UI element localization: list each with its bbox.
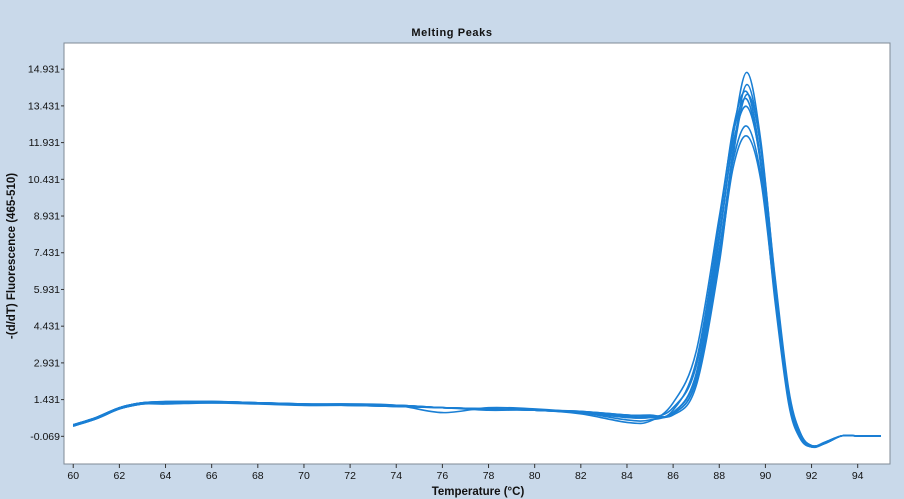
y-tick-label: 10.431 — [28, 174, 60, 186]
y-tick-label: 1.431 — [34, 394, 60, 406]
melting-curve — [72, 135, 881, 447]
x-tick-label: 70 — [298, 470, 310, 482]
x-tick-label: 76 — [437, 470, 449, 482]
x-tick-label: 84 — [621, 470, 633, 482]
y-tick-label: 4.431 — [34, 321, 60, 333]
x-tick-label: 86 — [667, 470, 679, 482]
x-tick-label: 68 — [252, 470, 264, 482]
x-tick-label: 62 — [114, 470, 126, 482]
x-tick-label: 66 — [206, 470, 218, 482]
x-axis-ticks: 60 62 64 66 68 70 72 74 76 78 80 82 84 86 88 90 92 94 — [67, 464, 864, 482]
x-tick-label: 92 — [806, 470, 818, 482]
melting-curves — [72, 71, 881, 449]
x-tick-label: 72 — [344, 470, 356, 482]
y-tick-label: 8.931 — [34, 211, 60, 223]
x-axis-label: Temperature (°C) — [432, 486, 525, 498]
x-tick-label: 78 — [483, 470, 495, 482]
x-tick-label: 90 — [760, 470, 772, 482]
y-tick-label: 7.431 — [34, 247, 60, 259]
y-tick-label: 2.931 — [34, 357, 60, 369]
x-tick-label: 74 — [390, 470, 402, 482]
chart-title: Melting Peaks — [411, 27, 492, 39]
y-tick-label: 13.431 — [28, 100, 60, 112]
y-axis-label: -(d/dT) Fluorescence (465-510) — [6, 173, 18, 339]
y-axis-ticks: -0.069 1.431 2.931 4.431 5.931 7.431 8.931 10.4… — [28, 64, 64, 443]
y-tick-label: -0.069 — [30, 431, 60, 443]
x-tick-label: 88 — [713, 470, 725, 482]
y-tick-label: 11.931 — [29, 137, 60, 149]
x-tick-label: 64 — [160, 470, 172, 482]
x-tick-label: 60 — [67, 470, 79, 482]
x-tick-label: 82 — [575, 470, 587, 482]
x-tick-label: 94 — [852, 470, 864, 482]
x-tick-label: 80 — [529, 470, 541, 482]
y-tick-label: 14.931 — [28, 64, 60, 76]
y-tick-label: 5.931 — [34, 284, 60, 296]
